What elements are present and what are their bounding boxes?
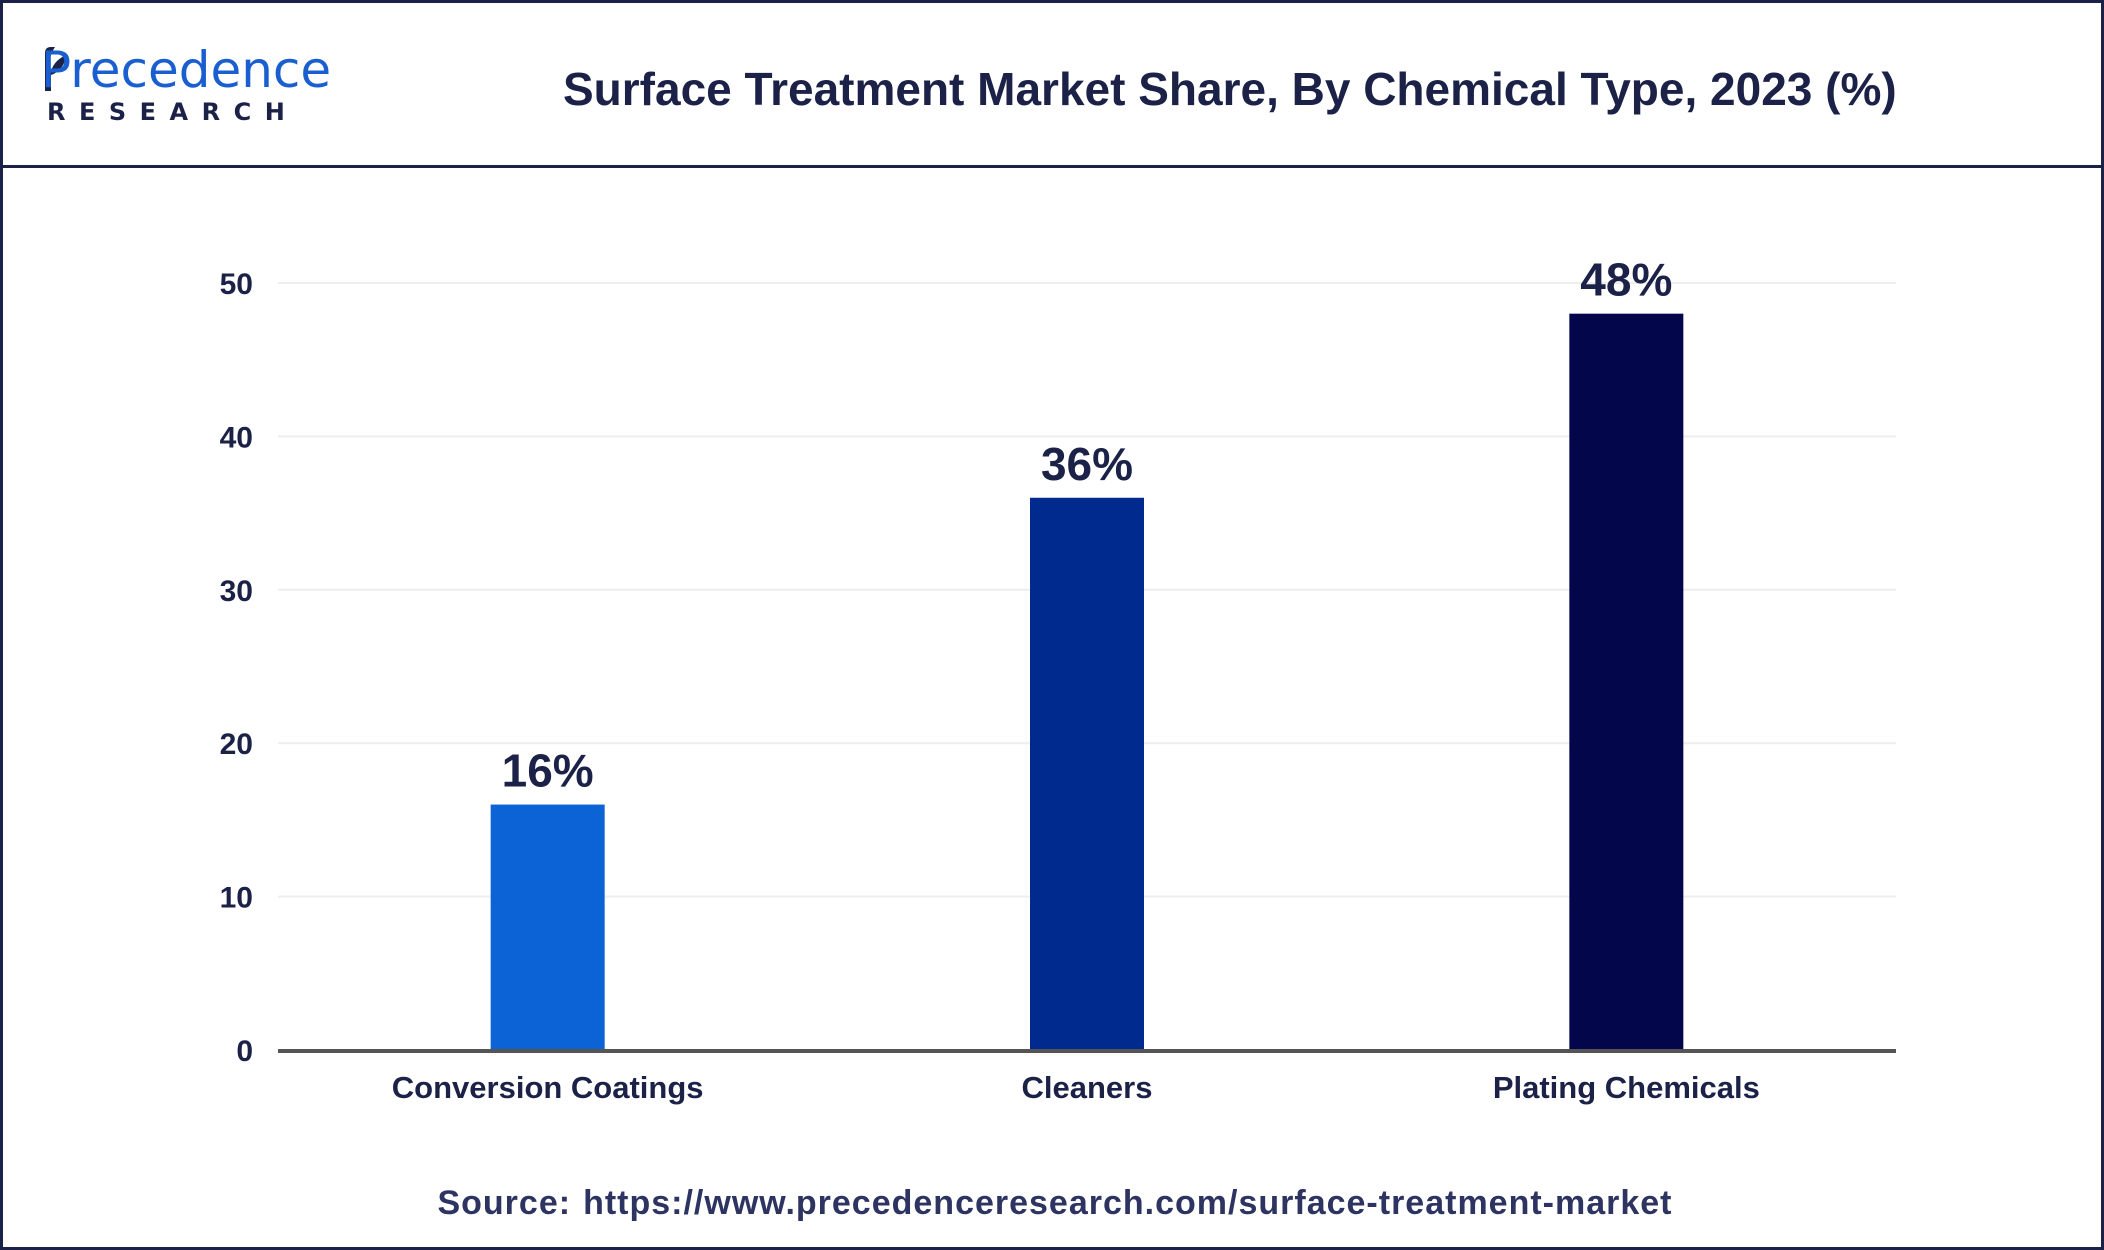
y-tick-label: 50 <box>220 268 253 301</box>
bar-chart: 0 10 20 30 40 50 16% Conversion Coatings 36% Clea… <box>220 254 1896 1105</box>
source-line: Source: https://www.precedenceresearch.co… <box>3 1183 2104 1223</box>
y-tick-label: 0 <box>236 1035 253 1068</box>
y-tick-label: 20 <box>220 728 253 761</box>
logo-sub-text: RESEARCH <box>47 98 299 126</box>
logo-brand-text: Precedence <box>41 41 332 99</box>
y-tick-label: 10 <box>220 882 253 915</box>
bar <box>1030 497 1144 1050</box>
data-label: 16% <box>502 745 594 797</box>
x-tick-label: Plating Chemicals <box>1493 1070 1760 1105</box>
y-tick-label: 30 <box>220 575 253 608</box>
header: Precedence RESEARCH Surface Treatment Ma… <box>3 3 2101 168</box>
chart-area: 0 10 20 30 40 50 16% Conversion Coatings 36% Clea… <box>3 173 2104 1183</box>
leaf-icon <box>45 47 67 91</box>
source-label: Source: <box>437 1184 572 1222</box>
chart-title: Surface Treatment Market Share, By Chemi… <box>563 63 1897 115</box>
x-tick-label: Conversion Coatings <box>392 1070 704 1105</box>
source-url[interactable]: https://www.precedenceresearch.com/surfa… <box>583 1184 1673 1222</box>
data-label: 48% <box>1580 254 1672 306</box>
data-label: 36% <box>1041 438 1133 490</box>
x-tick-label: Cleaners <box>1022 1070 1153 1105</box>
bar <box>490 804 605 1050</box>
brand-logo: Precedence RESEARCH <box>41 41 331 131</box>
bar <box>1569 313 1684 1050</box>
y-tick-label: 40 <box>220 421 253 454</box>
